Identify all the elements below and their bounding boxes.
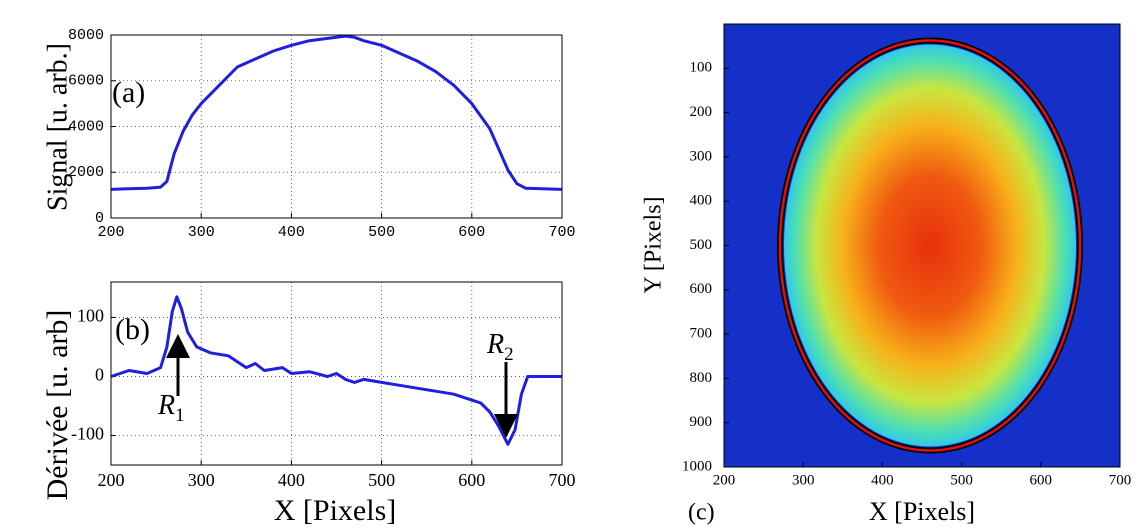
- y-tick-label: 1000: [682, 458, 712, 474]
- x-tick-label: 400: [278, 224, 305, 241]
- y-tick-label: 2000: [68, 164, 104, 181]
- y-tick-label: 400: [690, 193, 713, 209]
- marker-label-main: R: [486, 329, 504, 360]
- x-tick-label: 700: [1109, 472, 1132, 488]
- axes-frame: [723, 23, 1121, 468]
- y-tick-label: 300: [690, 148, 713, 164]
- data-line: [110, 295, 562, 446]
- panel-label: (c): [688, 500, 715, 526]
- beam-image: [784, 44, 1076, 447]
- y-axis-label: Y [Pixels]: [641, 196, 667, 293]
- x-tick-label: 600: [458, 470, 485, 490]
- y-tick-label: 500: [690, 237, 713, 253]
- y-tick-label: 0: [95, 365, 104, 385]
- fit-ellipse: [778, 39, 1082, 452]
- marker-label: R1: [157, 390, 185, 426]
- x-tick-label: 700: [549, 470, 576, 490]
- x-tick-label: 500: [368, 470, 395, 490]
- y-tick-label: 600: [690, 281, 713, 297]
- y-tick-label: -100: [71, 424, 104, 444]
- axes-frame: [110, 281, 563, 466]
- marker-label-main: R: [157, 390, 175, 421]
- x-tick-label: 700: [548, 224, 575, 241]
- x-tick-label: 400: [278, 470, 305, 490]
- y-axis-label: Dérivée [u. arb]: [41, 310, 74, 501]
- x-axis-label: X [Pixels]: [869, 497, 975, 526]
- x-tick-label: 200: [713, 472, 736, 488]
- x-tick-label: 400: [871, 472, 894, 488]
- y-tick-label: 700: [690, 326, 713, 342]
- y-tick-label: 6000: [68, 73, 104, 90]
- x-tick-label: 500: [368, 224, 395, 241]
- y-tick-label: 200: [690, 104, 713, 120]
- y-axis-label: Signal [u. arb.]: [42, 43, 73, 211]
- y-tick-label: 100: [77, 306, 104, 326]
- x-tick-label: 500: [950, 472, 973, 488]
- x-tick-label: 300: [188, 224, 215, 241]
- axes-frame: [110, 34, 563, 219]
- x-tick-label: 200: [98, 470, 125, 490]
- y-tick-label: 100: [690, 60, 713, 76]
- data-line: [110, 34, 563, 191]
- y-tick-label: 800: [690, 370, 713, 386]
- marker-label: R2: [486, 329, 514, 365]
- marker-label-sub: 1: [175, 405, 185, 426]
- x-tick-label: 600: [458, 224, 485, 241]
- y-tick-label: 900: [690, 414, 713, 430]
- x-tick-label: 300: [188, 470, 215, 490]
- x-tick-label: 200: [97, 224, 124, 241]
- x-tick-label: 300: [792, 472, 815, 488]
- panel-label: (a): [112, 76, 145, 109]
- y-tick-label: 4000: [68, 118, 104, 135]
- y-tick-label: 0: [95, 210, 104, 227]
- x-tick-label: 600: [1030, 472, 1053, 488]
- y-tick-label: 8000: [68, 27, 104, 44]
- marker-label-sub: 2: [504, 344, 514, 365]
- x-axis-label: X [Pixels]: [274, 494, 397, 527]
- panel-label: (b): [115, 313, 150, 346]
